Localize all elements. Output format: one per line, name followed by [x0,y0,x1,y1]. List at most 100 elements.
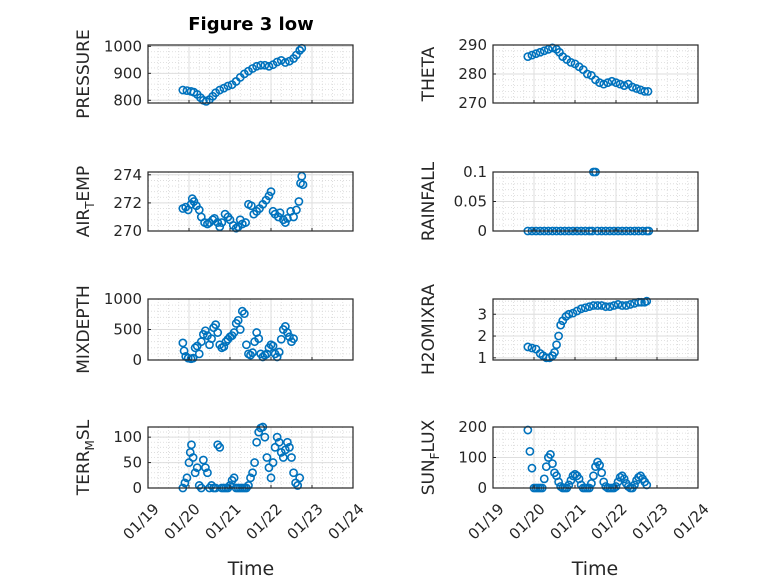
y-tick-label: 200 [458,418,487,436]
data-point [634,472,643,482]
data-point [593,301,602,310]
data-point [597,301,607,310]
data-point [587,479,596,488]
data-point [566,475,576,485]
data-point [215,222,225,232]
data-point [285,332,294,342]
y-tick-label: 270 [113,222,142,240]
y-tick-label: 0 [132,479,142,497]
data-point [556,320,566,330]
data-point [200,326,210,336]
data-point [256,60,266,70]
data-point [248,468,257,478]
data-point [615,79,625,89]
data-point [280,58,290,67]
data-point [584,302,594,312]
data-point [595,78,604,88]
x-axis-label-right: Time [571,558,619,580]
y-tick-label: 100 [458,449,487,467]
data-point [527,50,537,60]
data-point [591,462,600,472]
data-point [200,463,210,473]
data-point [525,446,535,456]
data-point [298,180,308,190]
y-axis-label-subscript: T [83,201,97,210]
data-point [611,78,621,88]
data-point [531,49,541,59]
data-point [198,455,208,465]
data-point [546,450,555,459]
data-point [264,191,274,201]
data-point [295,473,305,483]
data-point [229,473,239,483]
data-point [539,46,549,56]
data-point [275,208,285,218]
data-point [282,213,292,223]
axes-box [147,44,354,104]
y-tick-label: 280 [458,65,487,83]
data-point [625,300,635,309]
data-point [548,459,557,468]
data-point [274,347,284,357]
data-point [211,320,221,330]
y-tick-label: 274 [113,166,142,184]
figure-title: Figure 3 low [188,14,313,35]
data-point [187,440,196,450]
data-point [599,477,609,487]
data-point [293,481,303,490]
data-point [535,47,545,57]
y-tick-label: 0 [477,222,487,240]
data-point [552,340,561,350]
y-tick-label: 1000 [104,37,142,55]
data-point [642,296,652,306]
y-tick-label: 500 [113,321,142,339]
data-point [266,473,276,483]
y-axis-label: RAINFALL [419,161,439,241]
data-point [611,482,621,491]
data-point [215,85,225,95]
data-point [527,343,537,353]
data-point [597,468,607,478]
data-point [564,309,574,319]
data-point [554,331,563,341]
y-tick-label: 50 [123,454,142,472]
data-point [252,437,262,447]
subplot-2: 270 280 290 THETA [419,36,699,112]
axes-box [147,426,354,489]
data-point [619,81,629,90]
data-point [268,341,278,351]
data-point [599,79,609,89]
data-point [239,309,249,319]
data-point [180,478,190,488]
subplot-6: 1 2 3 H2OMIXRA [419,284,699,375]
data-point [252,61,262,71]
data-point [543,44,553,54]
data-point [589,301,598,310]
data-point [213,328,223,337]
data-point [276,334,286,344]
y-axis-label-subscript: F [428,452,442,459]
y-axis-label: TERRMSL [74,419,97,496]
data-point [188,453,198,462]
data-point [250,458,259,467]
data-point [262,453,272,462]
y-tick-label: 0.1 [463,163,487,181]
data-point [244,481,253,490]
y-axis-label: MIXDEPTH [74,285,94,374]
data-point [272,432,282,442]
data-point [260,432,270,442]
axes-box [147,171,354,232]
data-point [582,69,592,79]
data-point [550,347,559,357]
data-point [233,315,243,325]
subplot-8: 0100200SUNFLUX01/1901/2001/2101/2201/230… [419,418,713,543]
data-point [523,342,533,352]
y-axis-label-suffix: LUX [419,419,439,452]
data-point [285,442,294,452]
data-point [246,350,255,360]
data-point [554,477,563,487]
data-point [295,45,305,55]
data-point [219,342,229,351]
data-point [246,473,255,483]
data-point [248,348,257,358]
